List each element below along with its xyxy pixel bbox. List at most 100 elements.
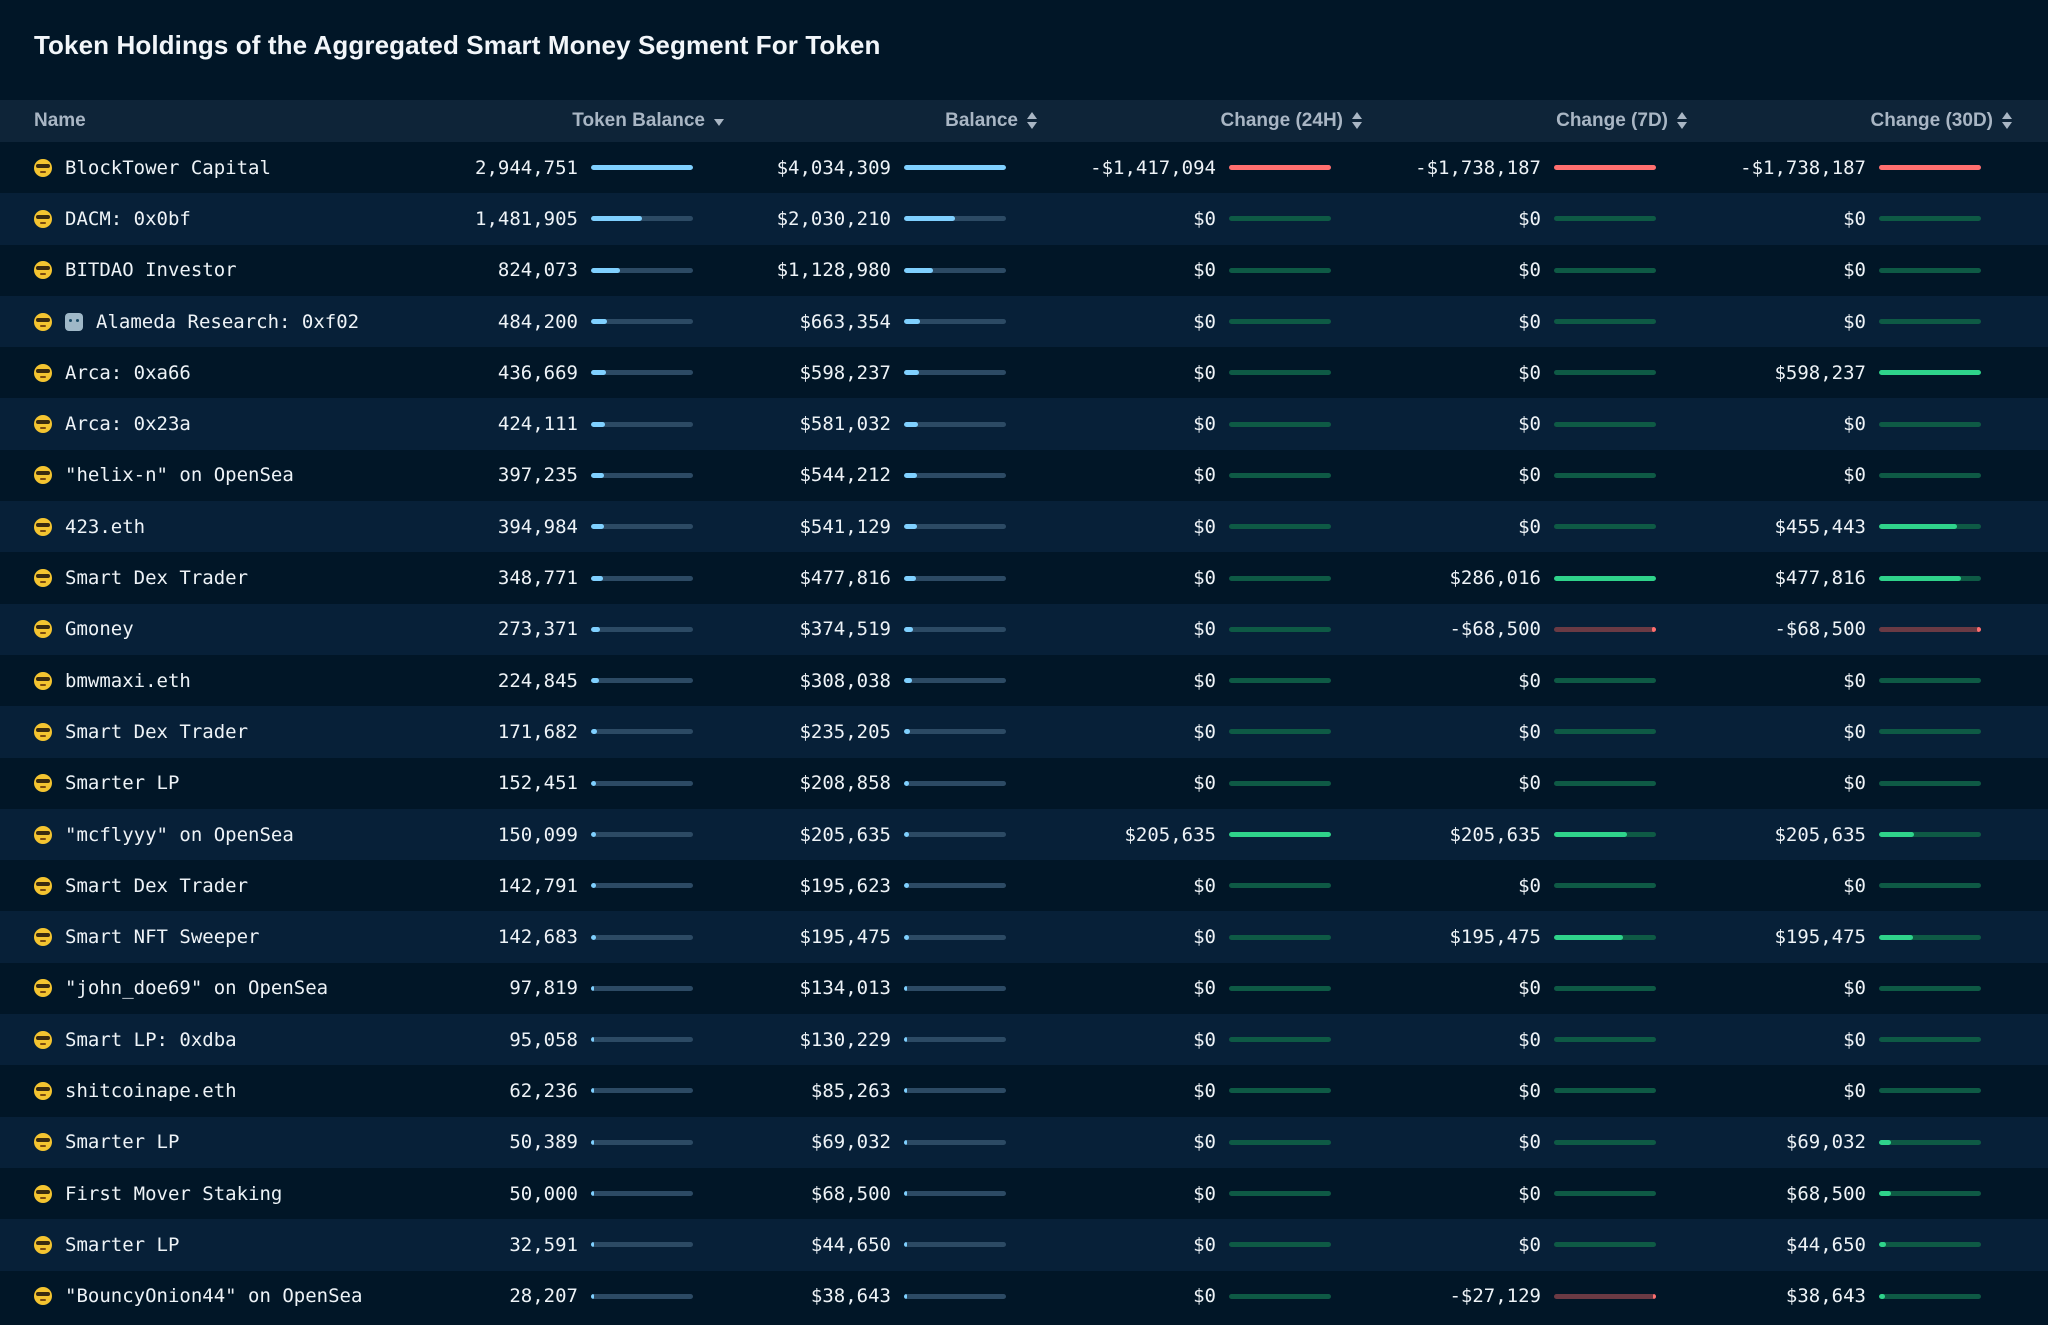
token-balance-bar	[591, 832, 693, 837]
change-7d-value: $195,475	[1449, 926, 1541, 949]
change-24h-cell: $0	[1040, 464, 1365, 486]
entity-name-link[interactable]: Smarter LP	[65, 1233, 180, 1256]
entity-name-link[interactable]: Smart Dex Trader	[65, 874, 249, 897]
change-30d-bar	[1879, 934, 1981, 940]
change-24h-cell: $0	[1040, 721, 1365, 743]
entity-name-link[interactable]: bmwmaxi.eth	[65, 669, 191, 692]
table-row[interactable]: "mcflyyy" on OpenSea 150,099 $205,635 $205,…	[0, 808, 2048, 861]
table-row[interactable]: Arca: 0x23a 424,111 $581,032 $0 $0 $0	[0, 398, 2048, 450]
sort-icon[interactable]	[1674, 110, 1690, 132]
table-row[interactable]: 423.eth 394,984 $541,129 $0 $0 $455,443	[0, 501, 2048, 553]
change-30d-bar	[1879, 216, 1981, 222]
sunglasses-emoji-icon	[34, 1287, 52, 1306]
change-7d-bar	[1554, 678, 1656, 684]
change-24h-value: $0	[1193, 618, 1216, 641]
entity-name-link[interactable]: Smarter LP	[65, 772, 180, 795]
change-30d-value: $0	[1843, 977, 1866, 1000]
table-row[interactable]: Alameda Research: 0xf02 484,200 $663,354 $0…	[0, 295, 2048, 348]
entity-name-link[interactable]: DACM: 0x0bf	[65, 207, 191, 230]
token-balance-bar-fill	[591, 421, 606, 427]
name-cell: BITDAO Investor	[0, 259, 500, 281]
entity-name-link[interactable]: Arca: 0x23a	[65, 413, 191, 436]
column-header-change-7d[interactable]: Change (7D)	[1365, 110, 1690, 132]
entity-name-link[interactable]: "BouncyOnion44" on OpenSea	[65, 1285, 363, 1308]
balance-value: $38,643	[810, 1285, 891, 1308]
entity-name-link[interactable]: Smart Dex Trader	[65, 720, 249, 743]
table-row[interactable]: BlockTower Capital 2,944,751 $4,034,309 -$1…	[0, 142, 2048, 194]
column-header-change-30d[interactable]: Change (30D)	[1690, 110, 2015, 132]
column-header-balance[interactable]: Balance	[727, 110, 1040, 132]
table-row[interactable]: BITDAO Investor 824,073 $1,128,980 $0 $0 $0	[0, 244, 2048, 296]
table-row[interactable]: Smarter LP 152,451 $208,858 $0 $0 $0	[0, 757, 2048, 809]
change-30d-value: $0	[1843, 1028, 1866, 1051]
balance-bar	[904, 1191, 1006, 1197]
table-row[interactable]: shitcoinape.eth 62,236 $85,263 $0 $0 $0	[0, 1065, 2048, 1117]
balance-value: $85,263	[810, 1079, 891, 1102]
table-row[interactable]: Smart Dex Trader 142,791 $195,623 $0 $0 $0	[0, 860, 2048, 912]
change-24h-bar	[1229, 1191, 1331, 1197]
table-row[interactable]: Smarter LP 32,591 $44,650 $0 $0 $44,650	[0, 1219, 2048, 1271]
balance-bar-fill	[904, 319, 921, 325]
token-balance-cell: 424,111	[498, 413, 727, 435]
sort-descending-icon[interactable]	[711, 110, 727, 132]
change-30d-bar	[1879, 472, 1981, 478]
entity-name-link[interactable]: 423.eth	[65, 515, 146, 538]
entity-name-link[interactable]: Gmoney	[65, 618, 134, 641]
change-30d-bar	[1879, 678, 1981, 684]
table-row[interactable]: "john_doe69" on OpenSea 97,819 $134,013 $0 $…	[0, 962, 2048, 1015]
entity-name-link[interactable]: Smart NFT Sweeper	[65, 926, 260, 949]
change-30d-value: $477,816	[1774, 567, 1866, 590]
token-balance-bar	[591, 524, 693, 530]
change-24h-value: $0	[1193, 977, 1216, 1000]
entity-name-link[interactable]: Smart LP: 0xdba	[65, 1028, 237, 1051]
table-row[interactable]: Smart Dex Trader 348,771 $477,816 $0 $286,01…	[0, 552, 2048, 604]
token-balance-bar	[591, 1139, 693, 1145]
table-row[interactable]: Arca: 0xa66 436,669 $598,237 $0 $0 $598,237	[0, 347, 2048, 399]
table-row[interactable]: bmwmaxi.eth 224,845 $308,038 $0 $0 $0	[0, 654, 2048, 707]
sort-icon[interactable]	[1999, 110, 2015, 132]
table-row[interactable]: DACM: 0x0bf 1,481,905 $2,030,210 $0 $0 $0	[0, 193, 2048, 245]
column-header-token-balance[interactable]: Token Balance	[500, 110, 727, 132]
change-24h-cell: $0	[1040, 1029, 1365, 1051]
column-header-name[interactable]: Name	[0, 110, 500, 132]
entity-name-link[interactable]: BITDAO Investor	[65, 259, 237, 282]
table-row[interactable]: Smart Dex Trader 171,682 $235,205 $0 $0 $0	[0, 706, 2048, 758]
table-row[interactable]: First Mover Staking 50,000 $68,500 $0 $0 $68,…	[0, 1167, 2048, 1220]
column-header-change-24h[interactable]: Change (24H)	[1040, 110, 1365, 132]
table-row[interactable]: "BouncyOnion44" on OpenSea 28,207 $38,643 $…	[0, 1270, 2048, 1322]
entity-name-link[interactable]: Smart Dex Trader	[65, 567, 249, 590]
name-cell: Smart Dex Trader	[0, 875, 500, 897]
balance-bar-fill	[904, 678, 913, 684]
change-7d-value: $0	[1518, 413, 1541, 436]
name-cell: Smart Dex Trader	[0, 567, 500, 589]
entity-name-link[interactable]: First Mover Staking	[65, 1182, 283, 1205]
change-7d-bar	[1554, 575, 1656, 581]
entity-name-link[interactable]: Smarter LP	[65, 1131, 180, 1154]
balance-value: $130,229	[799, 1028, 891, 1051]
change-24h-bar	[1229, 267, 1331, 273]
change-30d-bar-fill	[1879, 1139, 1892, 1145]
table-row[interactable]: Smarter LP 50,389 $69,032 $0 $0 $69,032	[0, 1116, 2048, 1168]
change-30d-cell: $0	[1690, 1029, 2015, 1051]
table-row[interactable]: Gmoney 273,371 $374,519 $0 -$68,500 -$68,500	[0, 603, 2048, 655]
entity-name-link[interactable]: BlockTower Capital	[65, 156, 271, 179]
change-24h-bar	[1229, 575, 1331, 581]
token-balance-bar	[591, 1293, 693, 1299]
table-row[interactable]: "helix-n" on OpenSea 397,235 $544,212 $0 $0 $…	[0, 449, 2048, 502]
sort-icon[interactable]	[1024, 110, 1040, 132]
token-balance-cell: 484,200	[498, 311, 727, 333]
entity-name-link[interactable]: "helix-n" on OpenSea	[65, 464, 294, 487]
entity-name-link[interactable]: shitcoinape.eth	[65, 1079, 237, 1102]
entity-name-link[interactable]: "mcflyyy" on OpenSea	[65, 823, 294, 846]
token-balance-value: 394,984	[497, 515, 578, 538]
token-balance-bar-fill	[591, 1242, 595, 1248]
sort-icon[interactable]	[1349, 110, 1365, 132]
table-row[interactable]: Smart NFT Sweeper 142,683 $195,475 $0 $195,4…	[0, 911, 2048, 963]
token-balance-bar-fill	[591, 678, 600, 684]
table-row[interactable]: Smart LP: 0xdba 95,058 $130,229 $0 $0 $0	[0, 1014, 2048, 1066]
entity-name-link[interactable]: "john_doe69" on OpenSea	[65, 977, 329, 1000]
change-24h-bar	[1229, 883, 1331, 889]
name-cell: Arca: 0xa66	[0, 362, 500, 384]
entity-name-link[interactable]: Alameda Research: 0xf02	[96, 310, 360, 333]
entity-name-link[interactable]: Arca: 0xa66	[65, 361, 191, 384]
